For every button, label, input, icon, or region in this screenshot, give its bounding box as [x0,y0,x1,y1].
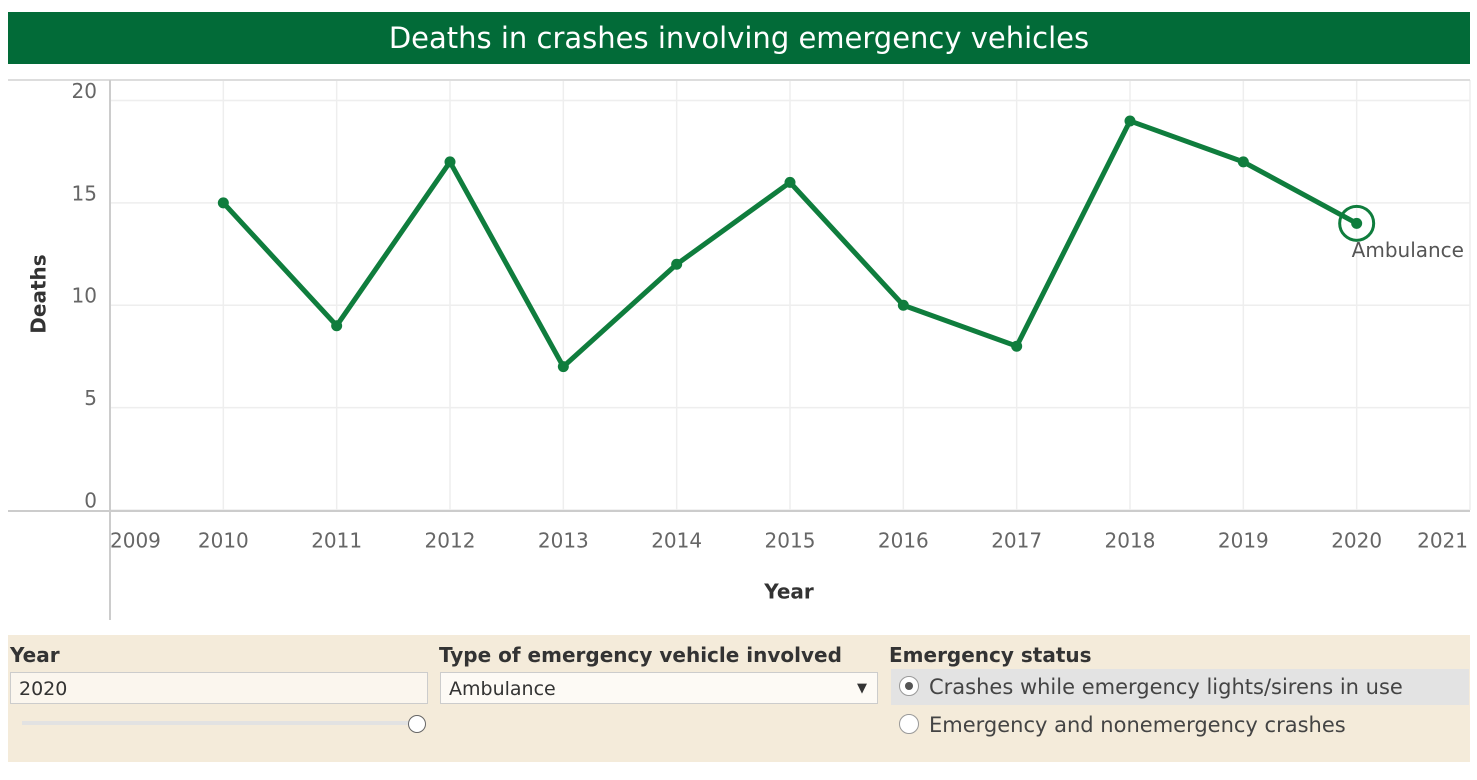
year-input[interactable]: 2020 [10,672,428,704]
x-tick-label: 2018 [1105,529,1156,553]
slider-track [22,721,418,725]
x-tick-label: 2020 [1331,529,1382,553]
y-tick-label: 20 [72,79,97,103]
radio-label: Crashes while emergency lights/sirens in… [929,675,1403,699]
data-point [1351,217,1363,229]
data-point [671,258,683,270]
x-axis-label: Year [763,580,814,604]
chart: Deaths Year 0 5 10 15 20 2009 2010 2011 2012 2013… [8,79,1471,620]
dropdown-arrow: ▼ [857,681,867,696]
dropdown-value: Ambulance [449,678,556,700]
x-tick-label: 2015 [765,529,816,553]
x-tick-label: 2019 [1218,529,1269,553]
filter-label: Emergency status [889,643,1092,667]
x-tick-label: 2012 [425,529,476,553]
x-tick-label: 2014 [651,529,702,553]
y-tick-label: 5 [84,386,97,410]
vehicle-dropdown[interactable]: Ambulance ▼ [440,672,878,704]
x-tick-label: 2021 [1417,529,1468,553]
data-point [557,361,569,373]
radio-label: Emergency and nonemergency crashes [929,713,1346,737]
slider-knob[interactable] [408,715,426,733]
x-tick-label: 2013 [538,529,589,553]
x-tick-label: 2009 [110,529,161,553]
x-tick-label: 2010 [198,529,249,553]
x-tick-label: 2017 [991,529,1042,553]
radio-option[interactable]: Crashes while emergency lights/sirens in… [891,669,1469,705]
annotation: Ambulance [1352,238,1464,262]
data-point [1124,115,1136,127]
y-tick-label: 15 [72,181,97,205]
data-point [1237,156,1249,168]
data-point [1011,340,1023,352]
y-tick-label: 10 [72,284,97,308]
filter-label: Year [10,643,60,667]
filter-label: Type of emergency vehicle involved [439,643,842,667]
x-tick-label: 2011 [311,529,362,553]
data-point [217,197,229,209]
radio-button [899,676,919,696]
y-tick-label: 0 [84,489,97,513]
data-point [897,299,909,311]
radio-button [899,714,919,734]
data-point [444,156,456,168]
x-tick-label: 2016 [878,529,929,553]
data-point [331,320,343,332]
radio-option[interactable]: Emergency and nonemergency crashes [891,707,1469,743]
data-point [784,176,796,188]
chart-title: Deaths in crashes involving emergency ve… [8,12,1470,64]
filter-panel: Year 2020 Type of emergency vehicle invo… [8,635,1470,762]
highlight-ring [1338,204,1376,242]
y-axis-label: Deaths [27,254,51,333]
